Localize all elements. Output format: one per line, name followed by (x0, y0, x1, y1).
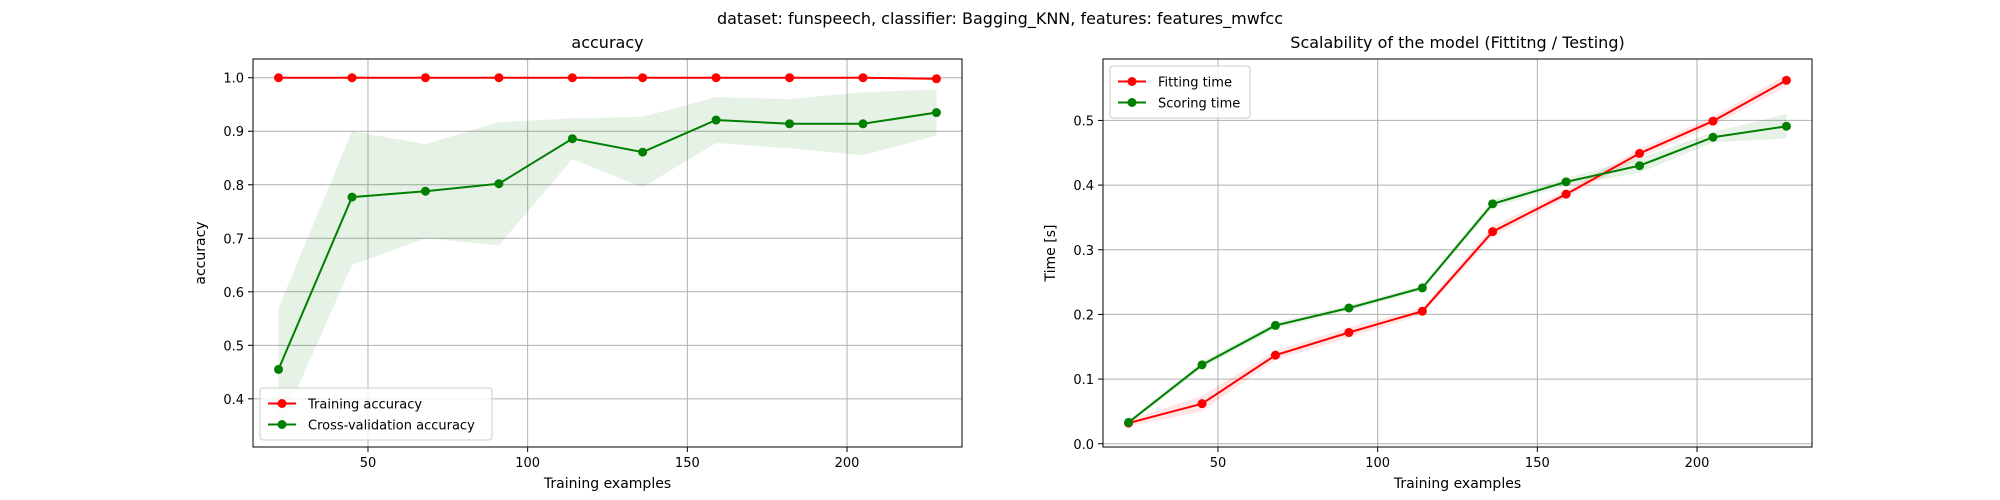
chart2-ytick-label: 0.4 (1073, 179, 1094, 194)
chart2-scoring-time-point (1124, 417, 1134, 427)
chart1-training-accuracy-point (638, 73, 648, 83)
chart2-xtick-label: 100 (1365, 456, 1390, 471)
chart2-ytick-label: 0.5 (1073, 114, 1094, 129)
chart2-ytick-label: 0.1 (1073, 373, 1094, 388)
chart1-cross-validation-accuracy-point (274, 364, 284, 374)
chart1-cross-validation-accuracy-point (711, 115, 721, 125)
scalability-plot: Scalability of the model (Fittitng / Tes… (1043, 33, 1813, 492)
chart2-scoring-time-point (1561, 177, 1571, 187)
chart2-legend-scoring-time-marker (1127, 98, 1137, 107)
chart1-title: accuracy (571, 33, 643, 52)
chart1-cross-validation-accuracy-point (420, 186, 430, 196)
chart2-scoring-time-point (1197, 360, 1207, 370)
chart1-training-accuracy-point (420, 73, 430, 83)
chart1-training-accuracy-point (711, 73, 721, 83)
chart1-ytick-label: 0.5 (223, 339, 244, 354)
chart2-fitting-time-band (1128, 74, 1787, 427)
chart2-legend-fitting-time-label: Fitting time (1158, 76, 1232, 91)
chart1-xlabel: Training examples (543, 476, 671, 492)
chart1-cross-validation-accuracy-point (785, 119, 795, 129)
chart1-ytick-label: 0.6 (223, 286, 244, 301)
chart2-fitting-time-point (1417, 306, 1427, 316)
chart1-legend-cross-validation-accuracy-marker (277, 420, 287, 429)
chart1-legend-training-accuracy-marker (277, 399, 287, 408)
chart2-fitting-time-point (1781, 75, 1791, 85)
chart2-fitting-time-point (1708, 116, 1718, 126)
chart2-scoring-time-point (1708, 132, 1718, 142)
chart2-fitting-time-point (1197, 399, 1207, 409)
chart2-legend: Fitting time Scoring time (1109, 65, 1251, 119)
chart1-cross-validation-accuracy-point (347, 192, 357, 202)
chart1-cross-validation-accuracy-point (567, 134, 577, 144)
chart2-ytick-label: 0.0 (1073, 438, 1094, 453)
chart2-scoring-time-point (1417, 283, 1427, 293)
chart1-training-accuracy-point (567, 73, 577, 83)
chart1-cross-validation-accuracy-band (278, 89, 937, 431)
chart1-legend-box (259, 387, 493, 441)
chart2-fitting-time-point (1635, 148, 1645, 158)
chart1-training-accuracy-point (931, 74, 941, 84)
chart1-training-accuracy-point (494, 73, 504, 83)
chart1-training-accuracy-point (858, 73, 868, 83)
chart1-training-accuracy-point (347, 73, 357, 83)
chart2-fitting-time-point (1270, 350, 1280, 360)
chart2-scoring-time-point (1270, 320, 1280, 330)
chart1-legend-training-accuracy-label: Training accuracy (307, 398, 422, 413)
chart2-scoring-time-point (1344, 303, 1354, 313)
chart1-xtick-label: 100 (515, 456, 540, 471)
chart1-ytick-label: 0.4 (223, 393, 244, 408)
chart1-ytick-label: 0.8 (223, 179, 244, 194)
chart2-legend-box (1109, 65, 1251, 119)
chart2-scoring-time-line (1127, 125, 1787, 424)
chart1-cross-validation-accuracy-point (858, 119, 868, 129)
chart1-training-accuracy-point (274, 73, 284, 83)
chart2-ytick-label: 0.3 (1073, 244, 1094, 259)
chart2-grid (1103, 59, 1812, 447)
chart2-fitting-time-point (1344, 328, 1354, 338)
figure-suptitle: dataset: funspeech, classifier: Bagging_… (717, 9, 1283, 29)
chart2-fitting-time-point (1488, 227, 1498, 237)
chart1-xtick-label: 200 (835, 456, 860, 471)
chart1-xtick-label: 150 (675, 456, 700, 471)
chart2-ylabel: Time [s] (1043, 225, 1059, 283)
chart2-scoring-time-point (1781, 121, 1791, 131)
chart2-scoring-time-point (1635, 161, 1645, 171)
chart2-title: Scalability of the model (Fittitng / Tes… (1290, 33, 1624, 52)
chart1-xtick-label: 50 (360, 456, 377, 471)
chart1-ytick-label: 0.9 (223, 125, 244, 140)
chart2-ytick-label: 0.2 (1073, 308, 1094, 323)
chart1-training-accuracy-point (785, 73, 795, 83)
chart2-fitting-time-line (1128, 79, 1787, 425)
chart2-xtick-label: 150 (1525, 456, 1550, 471)
chart1-ylabel: accuracy (193, 221, 209, 284)
chart1-training-accuracy-line (278, 76, 937, 80)
chart2-axes-frame (1102, 58, 1813, 448)
chart1-cross-validation-accuracy-point (494, 179, 504, 189)
chart1-legend-cross-validation-accuracy-label: Cross-validation accuracy (308, 419, 475, 434)
chart2-legend-scoring-time-label: Scoring time (1158, 97, 1240, 112)
accuracy-plot: accuracy 50 100 150 200 0.4 0.5 0.6 0.7 0.8 0.9 1.0… (193, 33, 963, 492)
chart1-cross-validation-accuracy-point (931, 108, 941, 118)
chart1-legend: Training accuracy Cross-validation accura… (259, 387, 493, 441)
chart2-legend-fitting-time-marker (1127, 77, 1137, 86)
chart2-xtick-label: 50 (1210, 456, 1227, 471)
chart2-xtick-label: 200 (1685, 456, 1710, 471)
chart1-axes-frame (252, 58, 963, 448)
chart1-ytick-label: 0.7 (223, 232, 244, 247)
chart2-fitting-time-point (1561, 189, 1571, 199)
chart1-cross-validation-accuracy-point (638, 147, 648, 157)
chart1-ytick-label: 1.0 (223, 72, 244, 87)
chart1-cross-validation-accuracy-line (277, 111, 937, 370)
chart2-scoring-time-point (1488, 199, 1498, 209)
chart2-xlabel: Training examples (1393, 476, 1521, 492)
